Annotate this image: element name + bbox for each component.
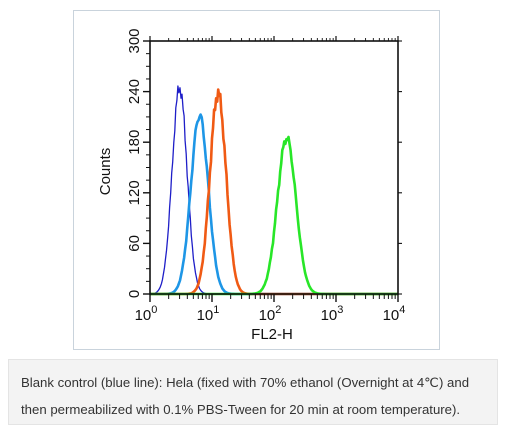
- x-tick-base: 10: [383, 307, 400, 324]
- x-axis-label: FL2-H: [251, 326, 293, 343]
- x-tick-base: 10: [197, 307, 214, 324]
- figure-frame: 100 101 102 103 104 0 60 120 180 240 300 FL2-H Count…: [73, 10, 440, 350]
- x-tick-exponent: 0: [151, 304, 157, 316]
- caption-box: Blank control (blue line): Hela (fixed w…: [8, 359, 498, 425]
- flow-cytometry-histogram: 100 101 102 103 104060120180240300FL2-HCount…: [97, 28, 406, 343]
- x-tick-base: 10: [321, 307, 338, 324]
- x-tick-base: 10: [259, 307, 276, 324]
- y-tick-label: 240: [126, 79, 143, 104]
- histogram-series-3: [149, 88, 399, 296]
- y-tick-label: 180: [126, 130, 143, 155]
- y-tick-label: 120: [126, 180, 143, 205]
- histogram-series-2: [149, 113, 399, 296]
- y-tick-label: 300: [126, 28, 143, 53]
- caption-line: Blank control (blue line): Hela (fixed w…: [21, 375, 470, 390]
- x-tick-label: 103: [321, 304, 344, 324]
- histogram-series-1: [150, 85, 398, 295]
- y-tick-label: 60: [126, 235, 143, 252]
- x-tick-exponent: 1: [213, 304, 219, 316]
- x-tick-exponent: 2: [275, 304, 281, 316]
- x-tick-label: 101: [197, 304, 220, 324]
- x-tick-label: 100: [135, 304, 158, 324]
- x-tick-label: 104: [383, 304, 406, 324]
- y-axis-label: Counts: [97, 148, 114, 196]
- x-tick-exponent: 4: [399, 304, 405, 316]
- y-tick-label: 0: [126, 290, 143, 298]
- x-tick-label: 102: [259, 304, 282, 324]
- x-tick-exponent: 3: [337, 304, 343, 316]
- caption-line: then permeabilized with 0.1% PBS-Tween f…: [21, 402, 461, 417]
- x-tick-base: 10: [135, 307, 152, 324]
